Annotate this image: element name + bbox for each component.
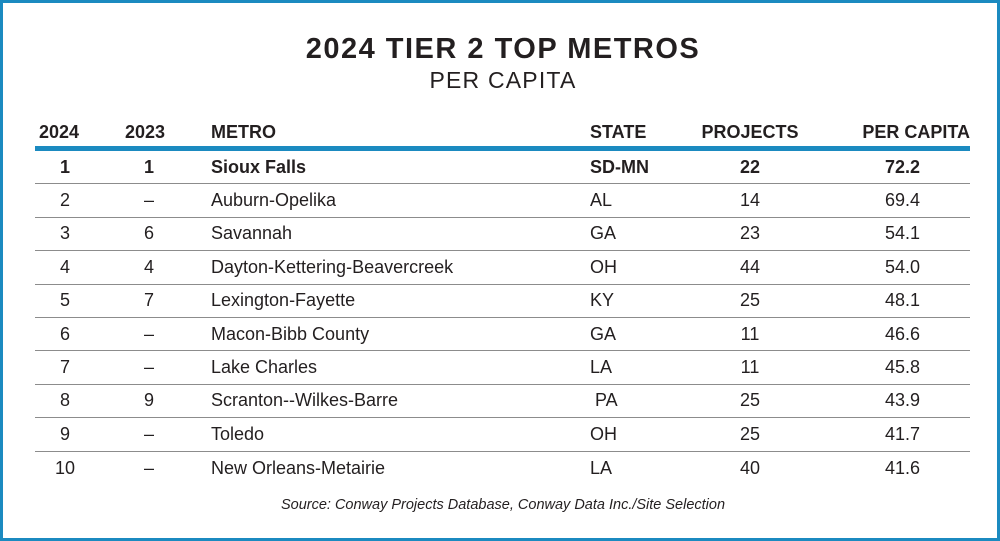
- rank-2024-cell: 4: [59, 256, 70, 277]
- rank-2024-cell: 7: [59, 357, 70, 378]
- header-projects: PROJECTS: [701, 121, 799, 142]
- header-per-capita: PER CAPITA: [862, 121, 970, 142]
- projects-cell: 40: [739, 457, 761, 478]
- rank-2023-cell: –: [143, 423, 154, 444]
- state-cell: OH: [590, 423, 617, 444]
- table-row: 7 – Lake Charles LA 11 45.8: [35, 351, 970, 385]
- header-2023: 2023: [125, 121, 166, 142]
- table-row: 5 7 Lexington-Fayette KY 25 48.1: [35, 285, 970, 318]
- per-capita-cell: 54.0: [884, 256, 921, 277]
- projects-cell: 25: [739, 390, 761, 411]
- metro-cell: Lexington-Fayette: [211, 290, 356, 311]
- rank-2024-cell: 1: [59, 156, 70, 177]
- header-2024: 2024: [39, 121, 80, 142]
- metro-cell: New Orleans-Metairie: [211, 457, 386, 478]
- per-capita-cell: 72.2: [884, 156, 921, 177]
- rank-2024-cell: 3: [59, 223, 70, 244]
- rank-2023-cell: –: [143, 357, 154, 378]
- metro-cell: Savannah: [211, 223, 293, 244]
- rank-2023-cell: –: [143, 190, 154, 211]
- table-row: 4 4 Dayton-Kettering-Beavercreek OH 44 5…: [35, 251, 970, 285]
- rank-2024-cell: 9: [59, 423, 70, 444]
- rank-2023-cell: 6: [143, 223, 154, 244]
- table-row: 1 1 Sioux Falls SD-MN 22 72.2: [35, 151, 970, 185]
- projects-cell: 14: [739, 190, 761, 211]
- rank-2023-cell: –: [143, 323, 154, 344]
- table-row: 9 – Toledo OH 25 41.7: [35, 418, 970, 452]
- rank-2024-cell: 8: [59, 390, 70, 411]
- projects-cell: 23: [739, 223, 761, 244]
- per-capita-cell: 41.7: [884, 423, 921, 444]
- per-capita-cell: 69.4: [884, 190, 921, 211]
- rank-2024-cell: 2: [59, 190, 70, 211]
- rank-2023-cell: –: [143, 457, 154, 478]
- metro-cell: Macon-Bibb County: [211, 323, 370, 344]
- rank-2023-cell: 9: [143, 390, 154, 411]
- metro-cell: Scranton--Wilkes-Barre: [211, 390, 399, 411]
- table-row: 6 – Macon-Bibb County GA 11 46.6: [35, 318, 970, 352]
- table-subtitle: PER CAPITA: [429, 67, 577, 93]
- table-row: 10 – New Orleans-Metairie LA 40 41.6: [35, 452, 970, 485]
- table-row: 8 9 Scranton--Wilkes-Barre PA 25 43.9: [35, 385, 970, 419]
- metro-cell: Auburn-Opelika: [211, 190, 337, 211]
- rank-2024-cell: 10: [54, 457, 76, 478]
- header-metro: METRO: [211, 121, 276, 142]
- state-cell: GA: [590, 323, 617, 344]
- table-row: 3 6 Savannah GA 23 54.1: [35, 218, 970, 252]
- per-capita-cell: 46.6: [884, 323, 921, 344]
- source-note: Source: Conway Projects Database, Conway…: [280, 497, 726, 513]
- table-header-row: 2024 2023 METRO STATE PROJECTS PER CAPIT…: [35, 119, 970, 145]
- header-divider: [35, 146, 970, 151]
- state-cell: GA: [590, 223, 617, 244]
- table-row: 2 – Auburn-Opelika AL 14 69.4: [35, 184, 970, 218]
- metro-cell: Sioux Falls: [211, 156, 307, 177]
- state-cell: LA: [590, 357, 613, 378]
- projects-cell: 25: [739, 423, 761, 444]
- state-cell: SD-MN: [590, 156, 649, 177]
- state-cell: OH: [590, 256, 617, 277]
- per-capita-cell: 43.9: [884, 390, 921, 411]
- table-body: 1 1 Sioux Falls SD-MN 22 72.2 2 – Auburn…: [35, 151, 970, 485]
- metro-cell: Lake Charles: [211, 357, 318, 378]
- state-cell: LA: [590, 457, 613, 478]
- header-state: STATE: [590, 121, 647, 142]
- per-capita-cell: 45.8: [884, 357, 921, 378]
- projects-cell: 11: [740, 323, 760, 344]
- state-cell: PA: [590, 390, 618, 411]
- table-title: 2024 TIER 2 TOP METROS: [305, 33, 701, 65]
- state-cell: AL: [590, 190, 613, 211]
- per-capita-cell: 48.1: [884, 290, 921, 311]
- per-capita-cell: 54.1: [884, 223, 921, 244]
- rank-2024-cell: 6: [59, 323, 70, 344]
- projects-cell: 44: [739, 256, 761, 277]
- projects-cell: 22: [739, 156, 761, 177]
- state-cell: KY: [590, 290, 615, 311]
- per-capita-cell: 41.6: [884, 457, 921, 478]
- rank-2024-cell: 5: [59, 290, 70, 311]
- projects-cell: 11: [740, 357, 760, 378]
- metro-cell: Toledo: [211, 423, 265, 444]
- rank-2023-cell: 7: [143, 290, 154, 311]
- projects-cell: 25: [739, 290, 761, 311]
- rank-2023-cell: 1: [143, 156, 154, 177]
- rank-2023-cell: 4: [143, 256, 154, 277]
- metro-cell: Dayton-Kettering-Beavercreek: [211, 256, 454, 277]
